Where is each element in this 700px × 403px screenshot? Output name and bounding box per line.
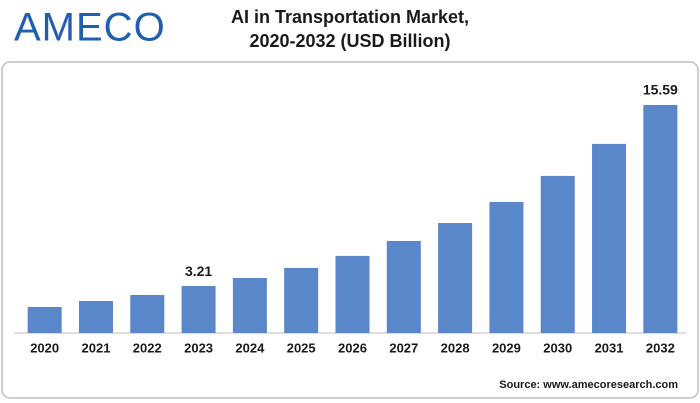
value-label: 3.21 (185, 263, 212, 279)
x-tick-label: 2028 (441, 340, 470, 355)
bar (386, 241, 421, 333)
logo: AMECO (14, 6, 166, 50)
bar (181, 286, 216, 333)
x-tick-label: 2031 (595, 340, 624, 355)
bar (335, 255, 370, 333)
chart-frame (1, 61, 699, 399)
x-tick-label: 2032 (646, 340, 675, 355)
x-tick-label: 2027 (389, 340, 418, 355)
chart-title: AI in Transportation Market, (231, 7, 469, 27)
bar (489, 201, 524, 333)
bar (78, 300, 113, 333)
x-tick-label: 2026 (338, 340, 367, 355)
bar (592, 143, 627, 333)
bar (232, 278, 267, 333)
bar (27, 306, 62, 333)
x-tick-label: 2024 (235, 340, 265, 355)
x-tick-label: 2029 (492, 340, 521, 355)
bar (130, 294, 165, 333)
bar (643, 105, 678, 333)
x-tick-label: 2021 (82, 340, 111, 355)
source: Source: www.amecoresearch.com (499, 379, 678, 391)
x-tick-label: 2030 (543, 340, 572, 355)
x-tick-label: 2020 (30, 340, 59, 355)
bar (540, 175, 575, 333)
x-tick-label: 2025 (287, 340, 316, 355)
bar (438, 223, 473, 333)
x-tick-label: 2023 (184, 340, 213, 355)
bar (284, 267, 319, 333)
chart-title: 2020-2032 (USD Billion) (249, 31, 450, 51)
value-label: 15.59 (643, 82, 678, 98)
x-tick-label: 2022 (133, 340, 162, 355)
